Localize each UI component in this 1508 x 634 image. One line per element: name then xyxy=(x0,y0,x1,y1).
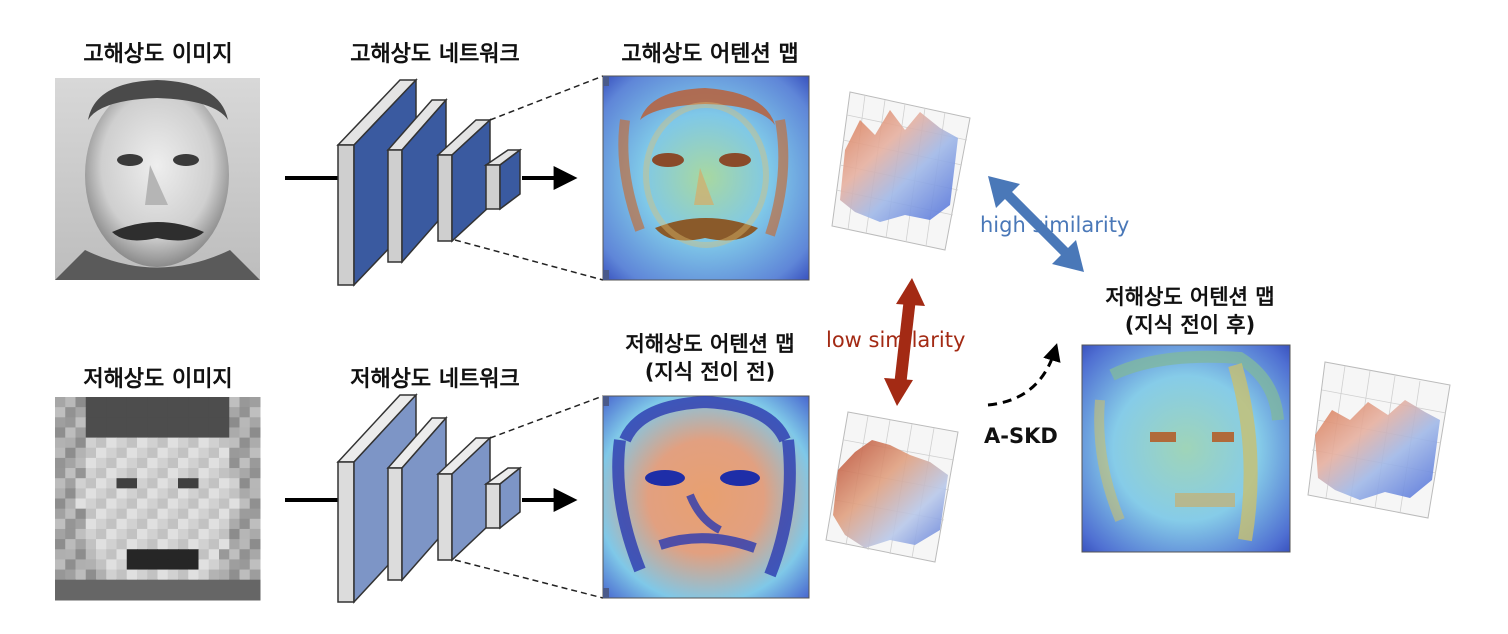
lr-attention-before-subtitle: (지식 전이 전) xyxy=(644,360,776,384)
hr-image-label: 고해상도 이미지 xyxy=(83,42,233,67)
hr-face-photo xyxy=(55,78,260,280)
lr-network-label: 저해상도 네트워크 xyxy=(350,367,520,392)
lr-projection-top xyxy=(489,395,604,439)
lr-attention-after-title: 저해상도 어텐션 맵 xyxy=(1105,285,1275,309)
lr-network xyxy=(336,393,523,604)
askd-transfer-arrow xyxy=(987,343,1061,407)
hr-attention-map xyxy=(602,75,810,281)
low-similarity-text: low similarity xyxy=(826,328,966,352)
lr-attention-before-label: 저해상도 어텐션 맵 (지식 전이 전) xyxy=(585,330,835,386)
method-label: A-SKD xyxy=(984,424,1058,448)
lr-attention-after-map xyxy=(1081,344,1291,553)
hr-projection-bottom xyxy=(454,239,604,281)
lr-attention-before-title: 저해상도 어텐션 맵 xyxy=(625,332,795,356)
hr-attention-label: 고해상도 어텐션 맵 xyxy=(621,42,799,67)
high-similarity-text: high similarity xyxy=(980,213,1130,237)
lr-attention-before-map xyxy=(602,395,810,599)
lr-face-photo xyxy=(55,397,261,601)
lr-attention-after-label: 저해상도 어텐션 맵 (지식 전이 후) xyxy=(1060,283,1320,339)
hr-network xyxy=(336,78,523,287)
lr-surface-plot xyxy=(825,411,959,563)
lr-projection-bottom xyxy=(454,559,604,599)
hr-surface-plot xyxy=(831,91,971,251)
hr-projection-top xyxy=(489,75,604,121)
lr-image-label: 저해상도 이미지 xyxy=(83,367,233,392)
after-surface-plot xyxy=(1307,361,1451,519)
low-similarity-arrow xyxy=(884,278,925,406)
high-similarity-arrow xyxy=(988,176,1084,272)
hr-network-label: 고해상도 네트워크 xyxy=(350,42,520,67)
lr-attention-after-subtitle: (지식 전이 후) xyxy=(1124,313,1256,337)
